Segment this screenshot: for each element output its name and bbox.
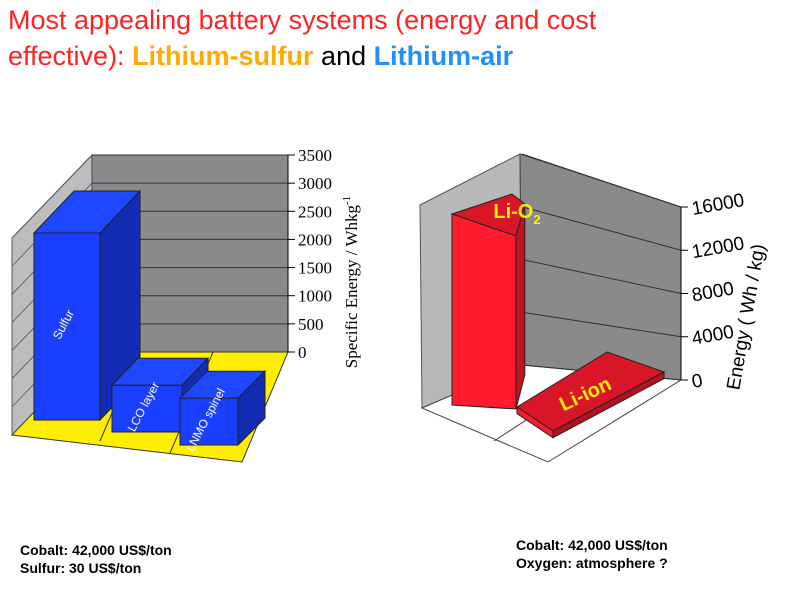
right-tick-label: 8000 [690,278,735,306]
right-bar-label-li-o2: Li-O2 [493,201,540,227]
left-tick-label: 0 [298,343,307,362]
left-tick-label: 3500 [298,146,332,165]
right-tick-label: 12000 [690,233,746,263]
title-line-2: effective): Lithium-sulfur and Lithium-a… [8,38,788,74]
title-connector: and [313,41,374,71]
right-y-axis-label: Energy ( Wh / kg) [723,242,769,391]
right-cost-note: Cobalt: 42,000 US$/ton Oxygen: atmospher… [516,536,668,572]
right-note-line-1: Cobalt: 42,000 US$/ton [516,537,668,553]
left-y-ticks: 0 500 1000 1500 2000 2500 3000 3500 [287,146,332,362]
right-bar-2: Li-ion [516,351,666,439]
lithium-air-highlight: Lithium-air [373,41,514,71]
left-cost-note: Cobalt: 42,000 US$/ton Sulfur: 30 US$/to… [20,541,172,577]
left-note-line-2: Sulfur: 30 US$/ton [20,560,142,576]
left-bar-1 [32,189,142,422]
left-tick-label: 2000 [298,230,332,249]
right-tick-label: 4000 [690,322,735,350]
right-bars: Li-O2 Li-ion [450,193,666,439]
slide-title: Most appealing battery systems (energy a… [8,2,788,74]
left-bar-3 [178,370,267,447]
lithium-sulfur-highlight: Lithium-sulfur [132,41,314,71]
right-tick-label: 16000 [690,190,746,220]
left-tick-label: 1000 [298,287,332,306]
right-bar-1: Li-O2 [450,193,541,410]
title-prefix: effective): [8,41,133,71]
right-tick-label: 0 [690,370,704,393]
title-line-1: Most appealing battery systems (energy a… [8,5,597,35]
left-tick-label: 1500 [298,259,332,278]
left-tick-label: 500 [298,315,324,334]
right-chart: 0 4000 8000 12000 16000 Li-O2 Li-ion Energy (… [419,153,770,463]
left-side-gridline [11,154,93,239]
right-gridline [521,311,682,338]
left-tick-label: 2500 [298,202,332,221]
left-note-line-1: Cobalt: 42,000 US$/ton [20,542,172,558]
left-tick-label: 3000 [298,174,332,193]
right-gridline [521,259,682,294]
right-note-line-2: Oxygen: atmosphere ? [516,555,668,571]
left-y-axis-label: Specific Energy / Whkg-1 [341,196,361,368]
right-gridline [521,206,682,251]
right-back-wall [519,153,682,381]
right-gridline [521,153,682,208]
